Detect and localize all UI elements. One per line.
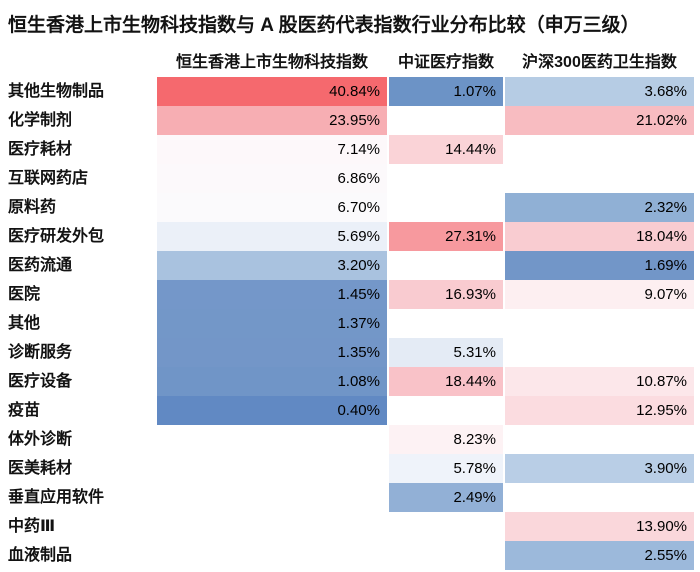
heatmap-cell: 16.93% xyxy=(389,280,503,309)
heatmap-cell: 7.14% xyxy=(157,135,387,164)
heatmap-cell xyxy=(505,338,694,367)
heatmap-cell xyxy=(505,309,694,338)
row-label: 血液制品 xyxy=(8,547,73,564)
row-label: 其他生物制品 xyxy=(8,83,105,100)
row-label: 诊断服务 xyxy=(8,344,73,361)
heatmap-cell xyxy=(389,309,503,338)
heatmap-cell: 9.07% xyxy=(505,280,694,309)
heatmap-cell: 14.44% xyxy=(389,135,503,164)
chart-title: 恒生香港上市生物科技指数与 A 股医药代表指数行业分布比较（申万三级） xyxy=(8,15,640,36)
heatmap-cell xyxy=(157,541,387,570)
row-label-gutter xyxy=(0,51,155,75)
row-label: 互联网药店 xyxy=(8,170,89,187)
heatmap-cell xyxy=(389,512,503,541)
heatmap-cell: 1.37% xyxy=(157,309,387,338)
heatmap-cell: 5.31% xyxy=(389,338,503,367)
heatmap-cell: 40.84% xyxy=(157,77,387,106)
heatmap-cell: 5.78% xyxy=(389,454,503,483)
heatmap-cell: 10.87% xyxy=(505,367,694,396)
heatmap-cell: 8.23% xyxy=(389,425,503,454)
heatmap-cell xyxy=(389,541,503,570)
row-label: 其他 xyxy=(8,315,41,332)
column-headers: 恒生香港上市生物科技指数 中证医疗指数 沪深300医药卫生指数 xyxy=(0,51,700,75)
row-label: 化学制剂 xyxy=(8,112,73,129)
heatmap-cell xyxy=(389,164,503,193)
heatmap-cell: 1.35% xyxy=(157,338,387,367)
column-header-hs-biotech: 恒生香港上市生物科技指数 xyxy=(175,54,368,71)
heatmap-cell: 18.04% xyxy=(505,222,694,251)
heatmap-cell xyxy=(389,106,503,135)
heatmap-cell xyxy=(157,454,387,483)
heatmap-table: 其他生物制品 40.84% 1.07% 3.68% 化学制剂 23.95% 21.02% 医疗… xyxy=(0,77,700,570)
heatmap-cell: 3.20% xyxy=(157,251,387,280)
heatmap-cell: 1.45% xyxy=(157,280,387,309)
heatmap-cell xyxy=(389,193,503,222)
heatmap-cell: 6.70% xyxy=(157,193,387,222)
heatmap-cell: 5.69% xyxy=(157,222,387,251)
heatmap-cell xyxy=(389,251,503,280)
row-label: 医药流通 xyxy=(8,257,73,274)
row-label: 垂直应用软件 xyxy=(8,489,105,506)
heatmap-cell: 2.55% xyxy=(505,541,694,570)
heatmap-cell: 18.44% xyxy=(389,367,503,396)
heatmap-cell: 1.08% xyxy=(157,367,387,396)
heatmap-cell: 27.31% xyxy=(389,222,503,251)
heatmap-cell: 12.95% xyxy=(505,396,694,425)
row-label: 原料药 xyxy=(8,199,57,216)
heatmap-cell xyxy=(505,135,694,164)
row-label: 医疗设备 xyxy=(8,373,73,390)
row-label: 中药Ⅲ xyxy=(8,518,56,535)
heatmap-cell: 1.69% xyxy=(505,251,694,280)
heatmap-cell: 23.95% xyxy=(157,106,387,135)
heatmap-cell: 21.02% xyxy=(505,106,694,135)
heatmap-cell: 3.68% xyxy=(505,77,694,106)
heatmap-cell: 13.90% xyxy=(505,512,694,541)
heatmap-cell: 2.32% xyxy=(505,193,694,222)
heatmap-cell xyxy=(157,512,387,541)
row-label: 体外诊断 xyxy=(8,431,73,448)
heatmap-cell: 3.90% xyxy=(505,454,694,483)
row-label: 医疗耗材 xyxy=(8,141,73,158)
heatmap-cell xyxy=(157,483,387,512)
row-label: 医院 xyxy=(8,286,41,303)
heatmap-cell: 2.49% xyxy=(389,483,503,512)
row-label: 医美耗材 xyxy=(8,460,73,477)
heatmap-cell: 0.40% xyxy=(157,396,387,425)
heatmap-cell: 6.86% xyxy=(157,164,387,193)
heatmap-cell xyxy=(157,425,387,454)
heatmap-cell: 1.07% xyxy=(389,77,503,106)
heatmap-cell xyxy=(389,396,503,425)
heatmap-cell xyxy=(505,164,694,193)
column-header-csi300-health: 沪深300医药卫生指数 xyxy=(522,54,677,71)
column-header-csi-medical: 中证医疗指数 xyxy=(397,54,494,71)
heatmap-cell xyxy=(505,425,694,454)
row-label: 疫苗 xyxy=(8,402,41,419)
heatmap-cell xyxy=(505,483,694,512)
row-label: 医疗研发外包 xyxy=(8,228,105,245)
